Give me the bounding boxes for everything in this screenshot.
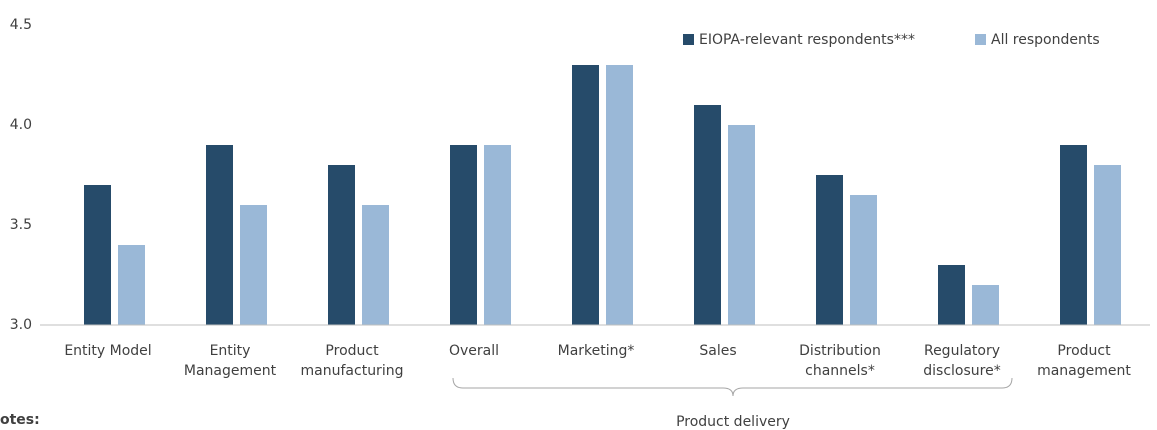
legend-swatch [975, 34, 986, 45]
bar [240, 205, 267, 325]
notes-label: otes: [0, 412, 40, 428]
x-tick-label: Distribution [799, 343, 881, 359]
x-tick-label: Entity [210, 343, 251, 359]
bar [118, 245, 145, 325]
bar [572, 65, 599, 325]
bar [816, 175, 843, 325]
x-tick-label: Entity Model [64, 343, 151, 359]
y-tick-label: 4.0 [10, 117, 32, 133]
x-tick-label: Regulatory [924, 343, 1000, 359]
annotation: Product delivery [676, 414, 790, 430]
y-tick-label: 3.0 [10, 317, 32, 333]
x-tick-label: Overall [449, 343, 499, 359]
bar [1094, 165, 1121, 325]
bar [84, 185, 111, 325]
x-tick-label: disclosure* [923, 363, 1000, 379]
bar [728, 125, 755, 325]
x-tick-label: manufacturing [301, 363, 404, 379]
bar [328, 165, 355, 325]
bar [850, 195, 877, 325]
x-tick-label: management [1037, 363, 1131, 379]
bar [362, 205, 389, 325]
bar [606, 65, 633, 325]
bar [484, 145, 511, 325]
bar [694, 105, 721, 325]
bar [938, 265, 965, 325]
legend-swatch [683, 34, 694, 45]
y-tick-label: 4.5 [10, 17, 32, 33]
bar [972, 285, 999, 325]
bracket [452, 377, 1013, 397]
legend-label: EIOPA-relevant respondents*** [699, 32, 915, 48]
bar [1060, 145, 1087, 325]
x-tick-label: Sales [699, 343, 736, 359]
y-tick-label: 3.5 [10, 217, 32, 233]
bar [206, 145, 233, 325]
bar [450, 145, 477, 325]
x-tick-label: Management [184, 363, 277, 379]
x-tick-label: Product [325, 343, 379, 359]
x-tick-label: Marketing* [558, 343, 635, 359]
x-tick-label: channels* [805, 363, 875, 379]
x-tick-label: Product [1057, 343, 1111, 359]
legend-label: All respondents [991, 32, 1100, 48]
